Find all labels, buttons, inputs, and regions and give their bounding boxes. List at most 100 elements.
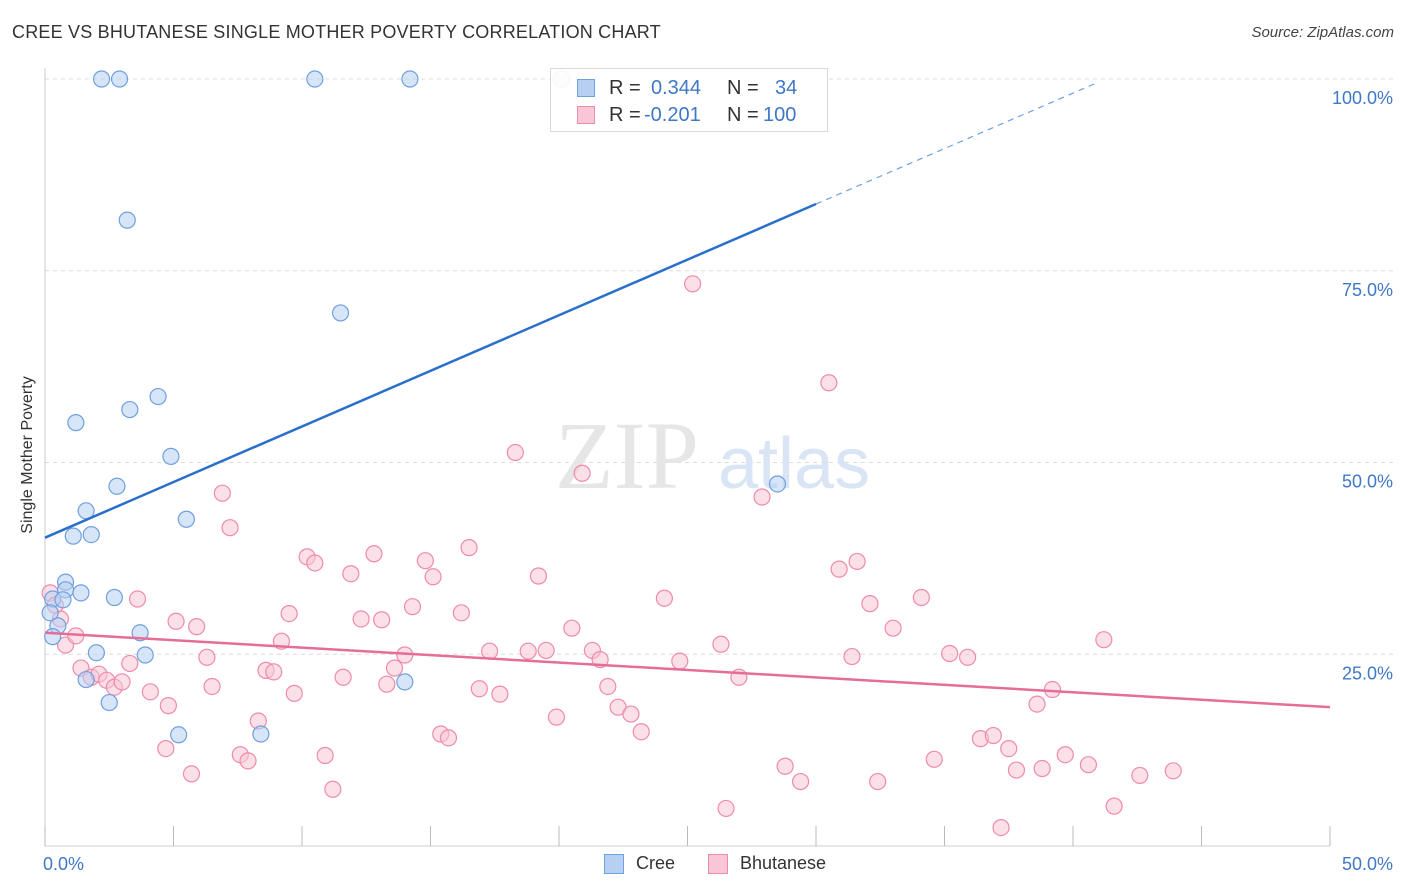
y-tick-label: 25.0%: [1342, 663, 1393, 683]
bhutanese-point: [712, 635, 730, 653]
bhutanese-point: [1079, 756, 1098, 774]
r-label: R =: [609, 77, 641, 99]
watermark-atlas: atlas: [718, 424, 870, 504]
cree-trend-extension: [815, 81, 1099, 205]
bhutanese-point: [1007, 761, 1026, 779]
bhutanese-point: [128, 590, 147, 608]
bhutanese-point: [1000, 739, 1018, 758]
bhutanese-legend-label: Bhutanese: [740, 853, 827, 873]
cree-point: [67, 414, 85, 432]
cree-point: [768, 475, 787, 493]
cree-legend-label: Cree: [636, 853, 676, 873]
bhutanese-point: [198, 648, 216, 666]
bhutanese-point: [753, 488, 771, 506]
bhutanese-point: [221, 519, 239, 537]
bhutanese-point: [684, 275, 702, 293]
bhutanese-r-value: -0.201: [644, 104, 701, 126]
cree-point: [136, 646, 154, 664]
bhutanese-point: [416, 552, 434, 570]
cree-point: [396, 673, 414, 691]
cree-point: [44, 628, 62, 646]
bhutanese-point: [869, 772, 887, 791]
data-points: [41, 70, 1182, 837]
bhutanese-point: [632, 723, 650, 741]
bhutanese-point: [460, 539, 478, 557]
bhutanese-point: [113, 673, 131, 691]
cree-legend-swatch: [604, 854, 624, 874]
bhutanese-point: [1028, 695, 1046, 713]
bhutanese-point: [912, 588, 930, 607]
bhutanese-point: [573, 464, 591, 482]
cree-point: [331, 304, 350, 322]
cree-point: [64, 527, 82, 545]
bhutanese-point: [424, 568, 442, 586]
bhutanese-point: [655, 589, 673, 607]
bhutanese-point: [265, 663, 283, 681]
cree-point: [110, 70, 129, 88]
bhutanese-point: [622, 705, 640, 723]
cree-n-value: 34: [775, 77, 798, 99]
bhutanese-point: [324, 780, 342, 798]
cree-point: [72, 584, 90, 602]
bhutanese-n-value: 100: [763, 104, 797, 126]
bhutanese-point: [167, 612, 185, 630]
n-label: N =: [727, 77, 759, 99]
bhutanese-point: [599, 677, 617, 696]
cree-point: [118, 211, 136, 229]
bhutanese-point: [1131, 766, 1149, 785]
trend-lines: [44, 81, 1331, 709]
bhutanese-point: [984, 726, 1002, 745]
legend-row-cree: R = 0.344 N = 34: [551, 75, 827, 101]
cree-point: [105, 588, 123, 607]
bhutanese-point: [925, 750, 943, 768]
bhutanese-point: [506, 443, 524, 462]
bhutanese-point: [1033, 759, 1051, 778]
bhutanese-point: [491, 685, 509, 703]
bhutanese-point: [992, 818, 1010, 837]
bhutanese-legend-swatch: [708, 854, 728, 874]
bhutanese-point: [547, 708, 566, 726]
source-label: Source: ZipAtlas.com: [1251, 24, 1394, 41]
bhutanese-point: [884, 619, 902, 637]
bhutanese-point: [239, 752, 257, 770]
n-label: N =: [727, 104, 759, 126]
r-label: R =: [609, 104, 641, 126]
cree-point: [54, 591, 72, 609]
bhutanese-point: [316, 746, 334, 765]
bhutanese-point: [334, 668, 352, 686]
cree-point: [306, 70, 324, 88]
bhutanese-point: [671, 652, 689, 670]
legend-row-bhutanese: R = -0.201 N = 100: [551, 102, 827, 128]
cree-point: [77, 670, 95, 689]
bhutanese-point: [157, 739, 175, 758]
bhutanese-point: [941, 644, 959, 663]
cree-point: [108, 477, 126, 495]
cree-point: [92, 70, 111, 88]
bhutanese-point: [159, 697, 177, 715]
bhutanese-point: [188, 618, 206, 636]
bhutanese-point: [141, 683, 159, 701]
bhutanese-point: [439, 729, 458, 747]
watermark-zip: ZIP: [555, 402, 699, 509]
cree-point: [177, 510, 195, 528]
tick-labels: 25.0% 50.0% 75.0% 100.0% 0.0% 50.0%: [43, 88, 1393, 874]
bhutanese-point: [1095, 631, 1113, 649]
bhutanese-trend-line: [44, 631, 1331, 709]
bhutanese-point: [717, 799, 735, 818]
bhutanese-point: [1056, 746, 1074, 764]
cree-point: [82, 525, 100, 544]
cree-point: [401, 70, 419, 88]
bhutanese-point: [285, 684, 303, 702]
bhutanese-point: [306, 554, 324, 572]
bhutanese-point: [519, 642, 537, 660]
bhutanese-point: [452, 604, 470, 622]
bhutanese-point: [791, 772, 810, 791]
bhutanese-point: [280, 604, 298, 623]
cree-trend-line: [44, 202, 817, 539]
bhutanese-point: [959, 648, 977, 666]
cree-point: [41, 604, 59, 622]
cree-point: [121, 400, 139, 419]
bhutanese-point: [470, 680, 488, 698]
bhutanese-point: [830, 560, 848, 578]
